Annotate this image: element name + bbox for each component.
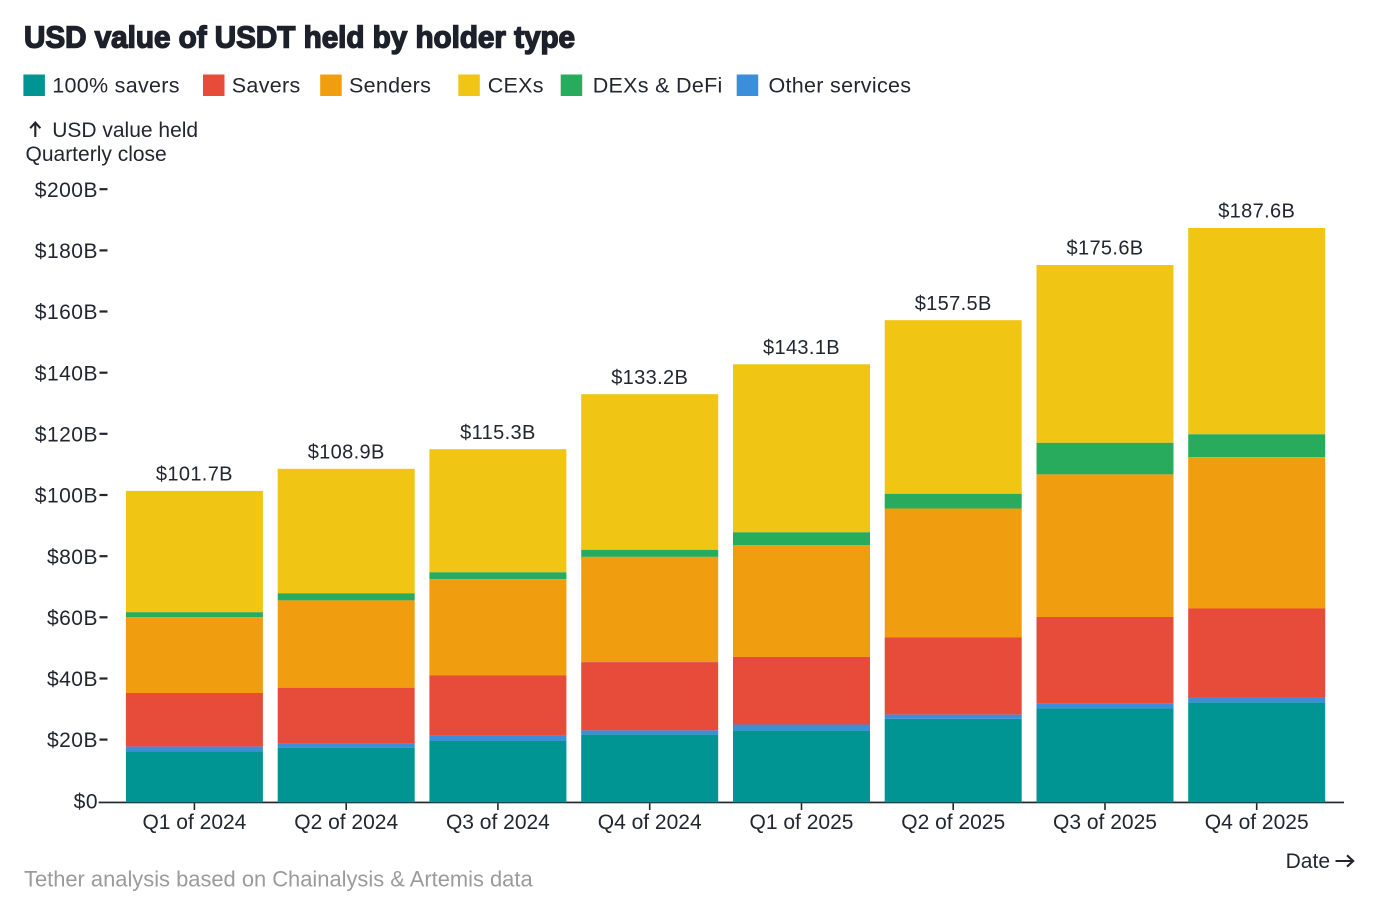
svg-text:Q4 of 2025: Q4 of 2025 [1205, 811, 1309, 834]
svg-text:$20B: $20B [47, 729, 98, 752]
svg-text:Q3 of 2025: Q3 of 2025 [1053, 811, 1157, 834]
svg-text:Date: Date [1286, 850, 1330, 873]
svg-text:Senders: Senders [349, 74, 431, 98]
svg-text:Quarterly close: Quarterly close [26, 143, 167, 166]
svg-text:Q4 of 2024: Q4 of 2024 [598, 811, 702, 834]
svg-text:USD value of USDT held by hold: USD value of USDT held by holder type [24, 20, 575, 55]
svg-text:$120B: $120B [35, 423, 98, 446]
svg-text:$115.3B: $115.3B [460, 422, 535, 444]
svg-text:CEXs: CEXs [488, 74, 544, 98]
svg-text:$200B: $200B [35, 179, 98, 202]
svg-text:Tether analysis based on Chain: Tether analysis based on Chainalysis & A… [24, 867, 533, 892]
svg-text:$175.6B: $175.6B [1067, 238, 1144, 260]
svg-text:Q2 of 2025: Q2 of 2025 [901, 811, 1005, 834]
svg-text:Savers: Savers [232, 74, 301, 98]
svg-text:Q3 of 2024: Q3 of 2024 [446, 811, 550, 834]
svg-text:Q1 of 2025: Q1 of 2025 [750, 811, 854, 834]
svg-text:$180B: $180B [35, 240, 98, 263]
svg-text:$101.7B: $101.7B [156, 464, 233, 486]
svg-text:USD value held: USD value held [52, 119, 198, 142]
svg-text:$157.5B: $157.5B [915, 293, 992, 315]
svg-text:DEXs & DeFi: DEXs & DeFi [593, 74, 723, 98]
svg-text:$133.2B: $133.2B [611, 367, 688, 389]
svg-text:$40B: $40B [47, 668, 98, 691]
svg-text:100% savers: 100% savers [52, 74, 180, 98]
svg-text:$100B: $100B [35, 485, 98, 508]
svg-text:$160B: $160B [35, 301, 98, 324]
svg-text:$187.6B: $187.6B [1218, 201, 1295, 223]
svg-text:$0: $0 [74, 790, 98, 813]
svg-text:$60B: $60B [47, 607, 98, 630]
svg-text:Q1 of 2024: Q1 of 2024 [142, 811, 246, 834]
svg-text:$140B: $140B [35, 362, 98, 385]
svg-text:$143.1B: $143.1B [763, 337, 840, 359]
svg-text:$108.9B: $108.9B [308, 442, 385, 464]
svg-text:$80B: $80B [47, 546, 98, 569]
svg-text:Other services: Other services [769, 74, 912, 98]
svg-text:Q2 of 2024: Q2 of 2024 [294, 811, 398, 834]
